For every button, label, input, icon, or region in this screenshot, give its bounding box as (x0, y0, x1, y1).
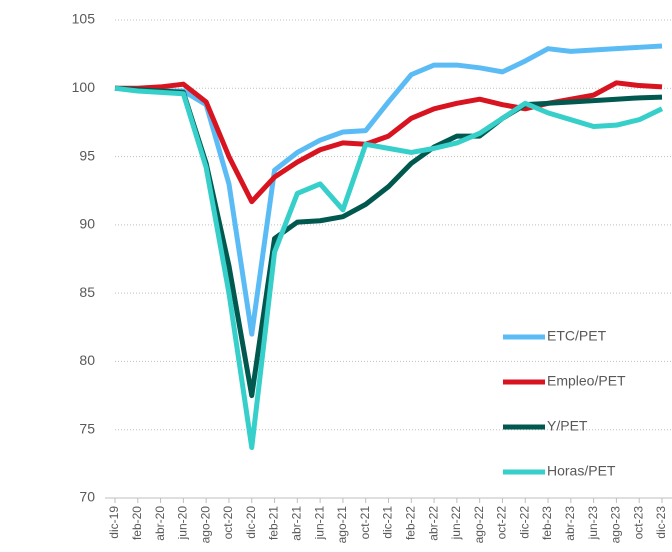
x-tick-label: dic-19 (107, 506, 121, 539)
x-tick-label: ago-23 (609, 506, 623, 544)
x-tick-label: abr-21 (290, 506, 304, 541)
y-tick-label: 105 (72, 11, 96, 27)
x-tick-label: oct-21 (358, 506, 372, 540)
x-tick-label: abr-20 (153, 506, 167, 541)
legend-label: Horas/PET (547, 463, 616, 479)
x-tick-label: jun-23 (586, 506, 600, 541)
x-tick-label: dic-23 (654, 506, 668, 539)
x-tick-label: jun-21 (312, 506, 326, 541)
series-line (114, 43, 663, 337)
y-tick-label: 85 (79, 284, 95, 300)
x-tick-label: ago-20 (198, 506, 212, 544)
y-tick-label: 80 (79, 352, 95, 368)
x-tick-label: dic-21 (381, 506, 395, 539)
y-tick-label: 95 (79, 147, 95, 163)
x-tick-label: jun-22 (449, 506, 463, 541)
x-tick-label: feb-20 (130, 506, 144, 540)
legend-label: ETC/PET (547, 328, 607, 344)
x-tick-label: feb-23 (540, 506, 554, 540)
x-tick-label: jun-20 (176, 506, 190, 541)
x-tick-label: dic-22 (517, 506, 531, 539)
legend-label: Empleo/PET (547, 373, 626, 389)
x-tick-label: oct-20 (221, 506, 235, 540)
y-tick-label: 70 (79, 489, 95, 505)
x-tick-label: abr-23 (563, 506, 577, 541)
series-line (115, 80, 663, 205)
y-tick-label: 75 (79, 420, 95, 436)
x-tick-label: ago-22 (472, 506, 486, 544)
x-tick-label: oct-22 (495, 506, 509, 540)
x-tick-label: abr-22 (426, 506, 440, 541)
x-tick-label: feb-21 (267, 506, 281, 540)
x-tick-label: feb-22 (403, 506, 417, 540)
x-tick-label: dic-20 (244, 506, 258, 539)
series-line (114, 85, 664, 450)
x-tick-label: oct-23 (631, 506, 645, 540)
y-tick-label: 90 (79, 216, 95, 232)
x-tick-label: ago-21 (335, 506, 349, 544)
legend-label: Y/PET (547, 418, 588, 434)
y-tick-label: 100 (72, 79, 96, 95)
